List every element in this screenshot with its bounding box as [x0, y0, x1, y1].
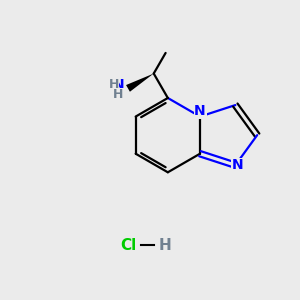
Text: H: H [109, 78, 119, 91]
Text: H: H [159, 238, 172, 253]
Polygon shape [126, 74, 154, 92]
Text: N: N [232, 158, 244, 172]
Text: H: H [113, 88, 124, 101]
Text: Cl: Cl [120, 238, 136, 253]
Text: N: N [113, 77, 124, 92]
Text: N: N [194, 104, 206, 118]
